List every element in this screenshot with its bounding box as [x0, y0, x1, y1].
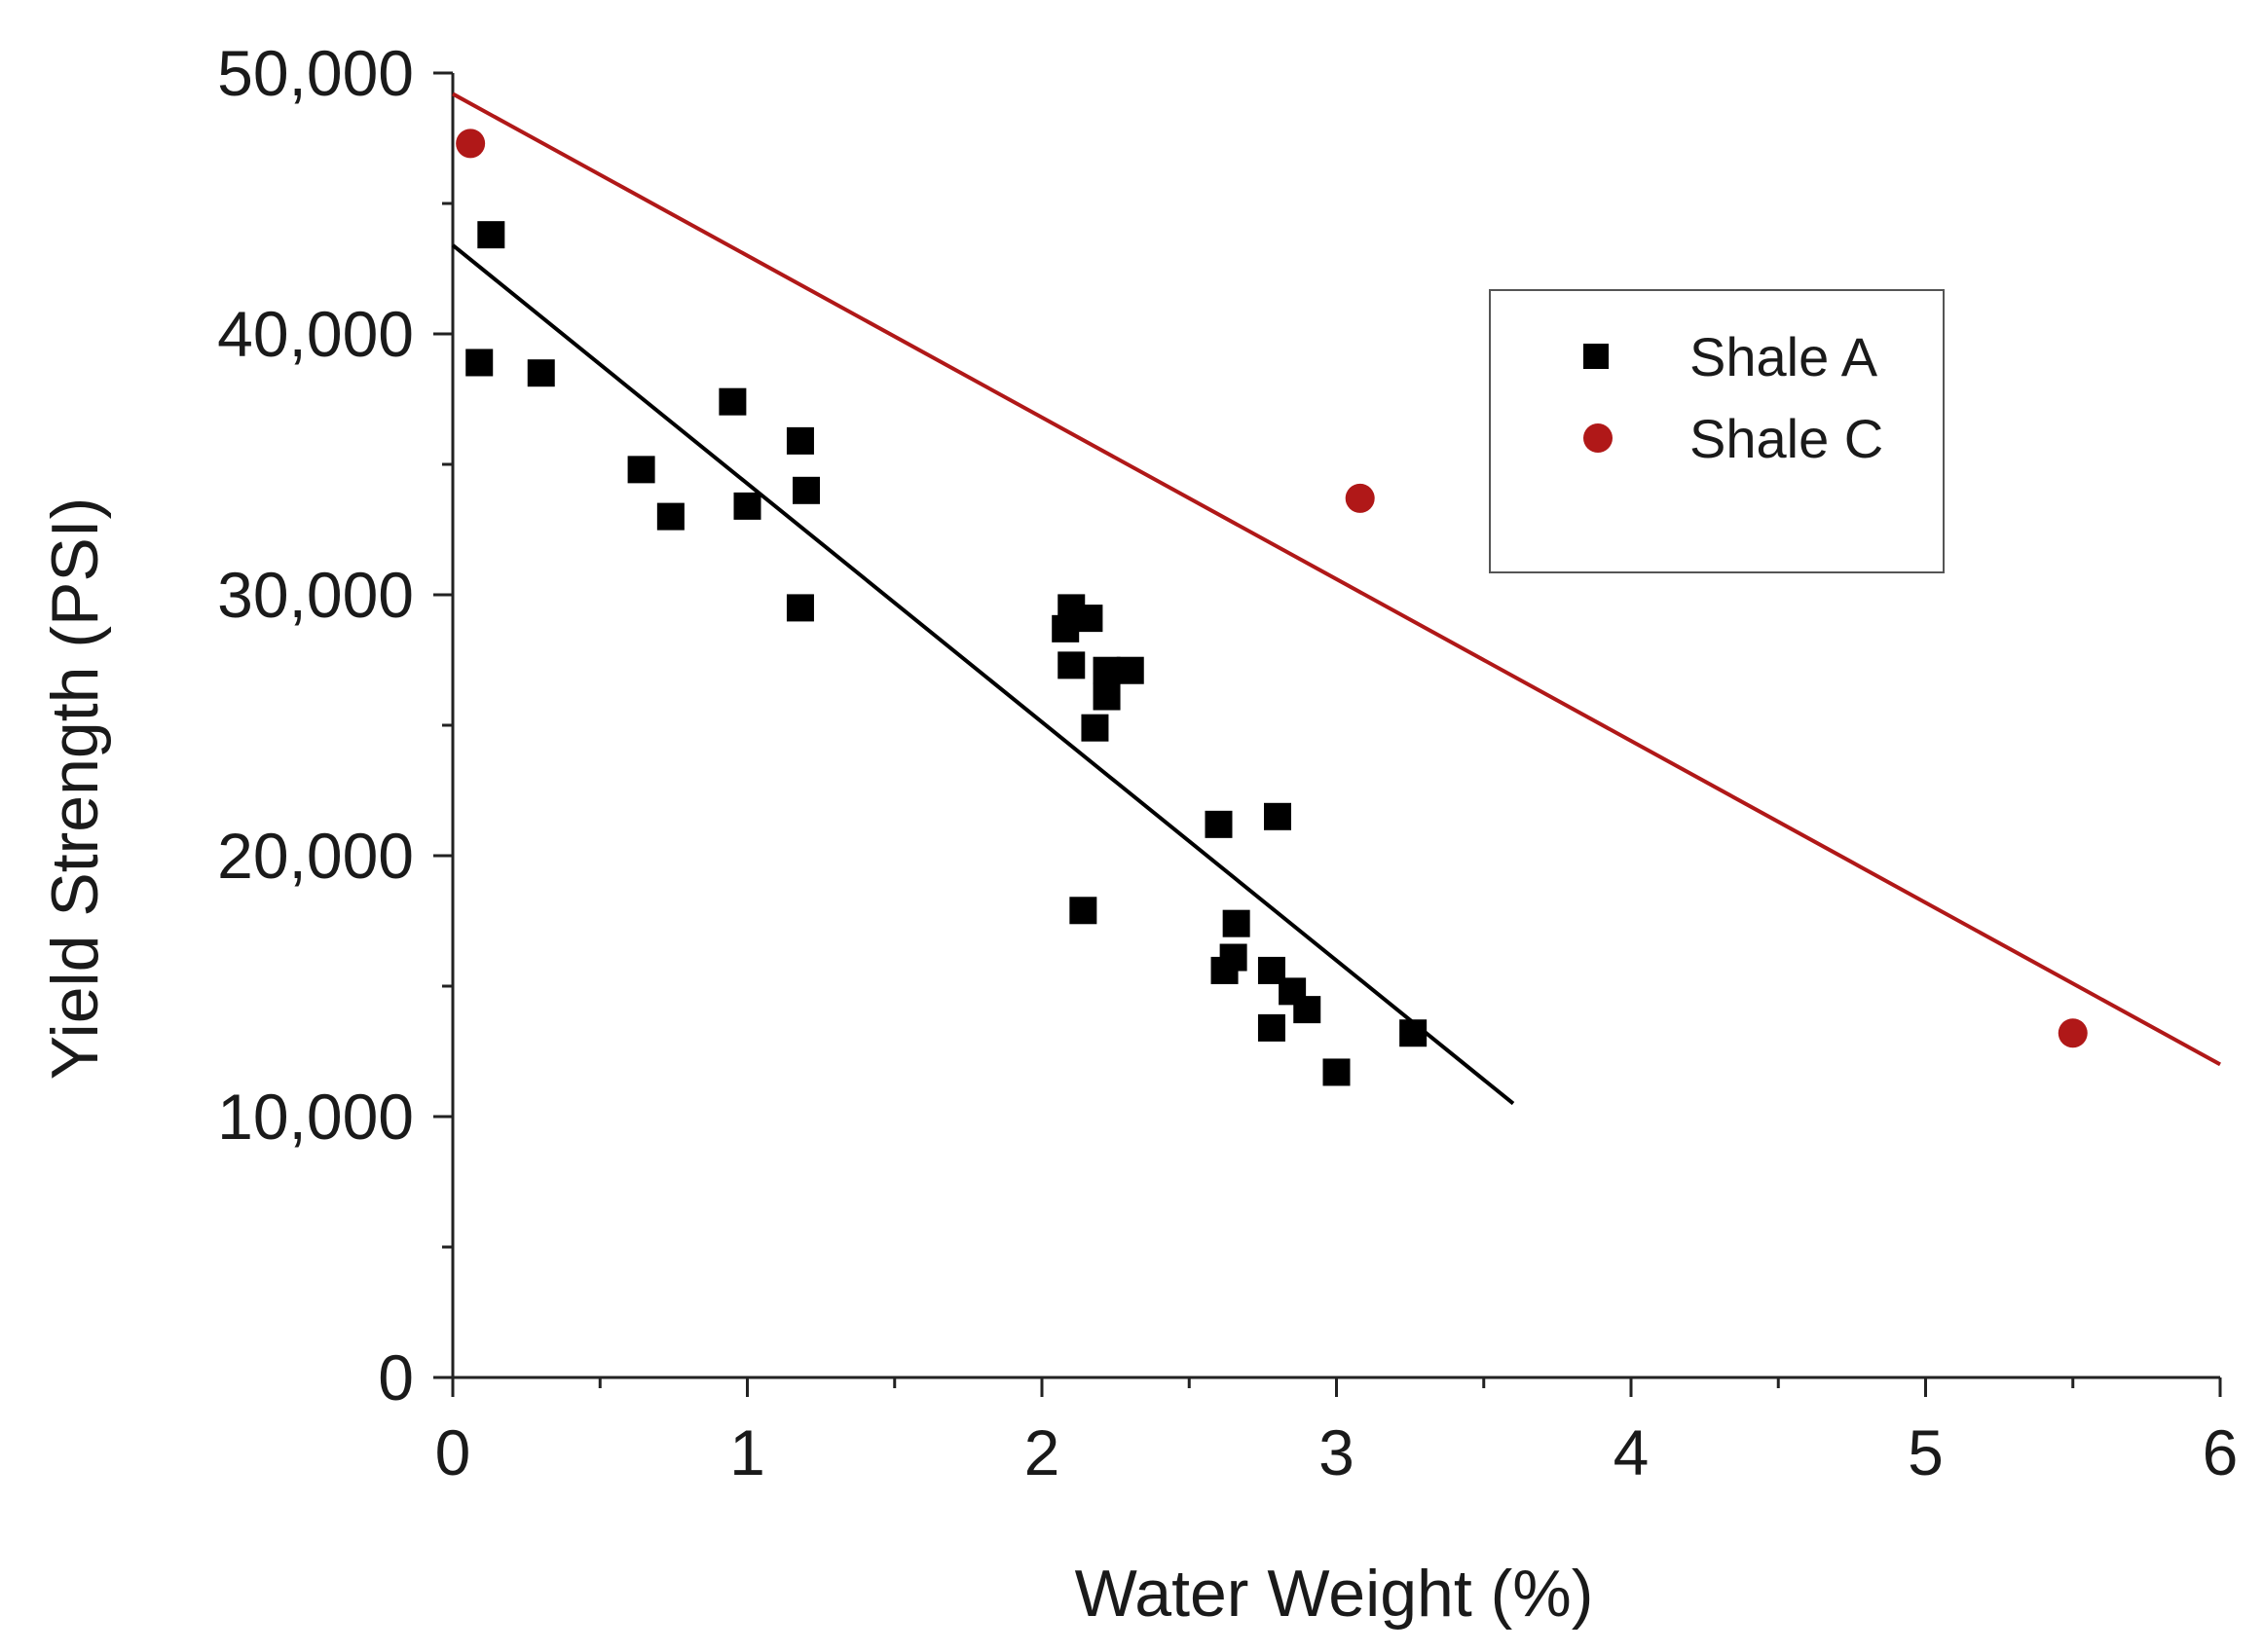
fit-line-shale-a — [451, 243, 1515, 1106]
x-tick-label: 6 — [2203, 1416, 2239, 1488]
point-shale-a — [1399, 1019, 1428, 1047]
point-shale-a — [1264, 802, 1291, 830]
fit-line-shale-c — [452, 92, 2221, 1067]
point-shale-a — [1069, 897, 1097, 925]
point-shale-a — [1093, 656, 1121, 684]
point-shale-a — [656, 502, 685, 531]
point-shale-a — [477, 221, 505, 249]
point-shale-c — [2058, 1018, 2088, 1048]
point-shale-a — [1093, 682, 1121, 711]
axes — [451, 73, 2220, 1379]
y-tick-label: 30,000 — [217, 559, 414, 631]
x-tick-label: 4 — [1614, 1416, 1650, 1488]
legend-label-shale-c: Shale C — [1689, 408, 1883, 469]
point-shale-a — [786, 594, 814, 622]
legend-label-shale-a: Shale A — [1689, 326, 1878, 387]
legend-marker-shale-a — [1583, 344, 1609, 369]
y-tick-label: 40,000 — [217, 298, 414, 370]
point-shale-a — [719, 387, 747, 416]
point-shale-a — [793, 476, 820, 504]
point-shale-a — [527, 359, 555, 387]
x-tick-label: 1 — [729, 1416, 765, 1488]
point-shale-a — [1222, 909, 1250, 937]
point-shale-a — [733, 492, 761, 520]
x-axis-title: Water Weight (%) — [1075, 1557, 1594, 1631]
point-shale-a — [1052, 614, 1080, 642]
point-shale-a — [1322, 1058, 1351, 1086]
y-tick-label: 50,000 — [217, 37, 414, 109]
y-tick-label: 20,000 — [217, 820, 414, 892]
legend-box — [1489, 289, 1945, 573]
y-tick-label: 10,000 — [217, 1081, 414, 1153]
point-shale-a — [1205, 810, 1233, 838]
x-tick-label: 5 — [1908, 1416, 1944, 1488]
fit-lines — [451, 92, 2221, 1106]
point-shale-c — [1345, 483, 1375, 513]
y-tick-label: 0 — [378, 1341, 414, 1413]
point-shale-a — [1081, 714, 1109, 742]
ticks: 0 1 2 3 4 5 6 0 10,000 20,000 30,000 40,000 50,000 — [217, 37, 2238, 1488]
point-shale-a — [1116, 656, 1144, 684]
data-points — [456, 128, 2088, 1086]
x-tick-label: 2 — [1024, 1416, 1060, 1488]
point-shale-a — [1257, 1013, 1285, 1042]
legend-marker-shale-c — [1583, 423, 1613, 453]
y-axis-title: Yield Strength (PSI) — [38, 497, 112, 1080]
point-shale-c — [456, 128, 486, 159]
x-tick-label: 3 — [1318, 1416, 1354, 1488]
point-shale-a — [627, 456, 655, 484]
legend: Shale A Shale C — [1489, 289, 1945, 573]
point-shale-a — [1057, 651, 1086, 679]
point-shale-a — [465, 349, 494, 377]
point-shale-a — [786, 426, 814, 455]
point-shale-a — [1210, 956, 1239, 984]
point-shale-a — [1075, 605, 1103, 633]
x-tick-label: 0 — [435, 1416, 471, 1488]
point-shale-a — [1293, 996, 1321, 1024]
